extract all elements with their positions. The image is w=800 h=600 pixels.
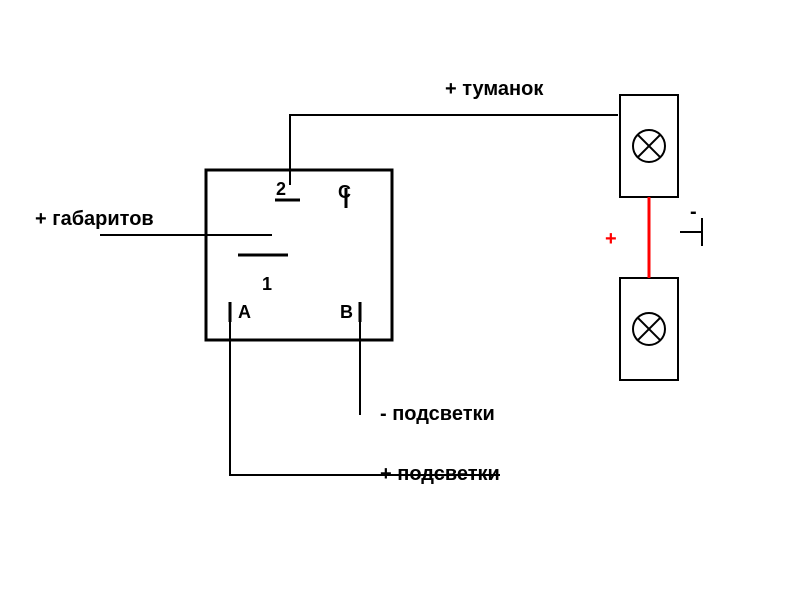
label-parking-plus: + габаритов [35,208,154,230]
wiring-diagram: 2 1A B C + туманок + габаритов - подсветки + по… [0,0,800,600]
label-minus: - [690,201,697,223]
terminal-A-label: A [238,302,251,322]
label-plus: + [605,228,617,250]
terminal-1-label: 1 [262,274,272,294]
terminal-C-label: C [338,182,351,202]
label-fog-plus: + туманок [445,78,544,100]
label-backlight-minus: - подсветки [380,403,495,425]
switch-box [206,170,392,340]
terminal-2-label: 2 [276,179,286,199]
terminal-B-label: B [340,302,353,322]
wire-fog-plus [290,115,618,185]
label-backlight-plus: + подсветки [380,463,500,485]
wire-backlight-plus [230,322,500,475]
